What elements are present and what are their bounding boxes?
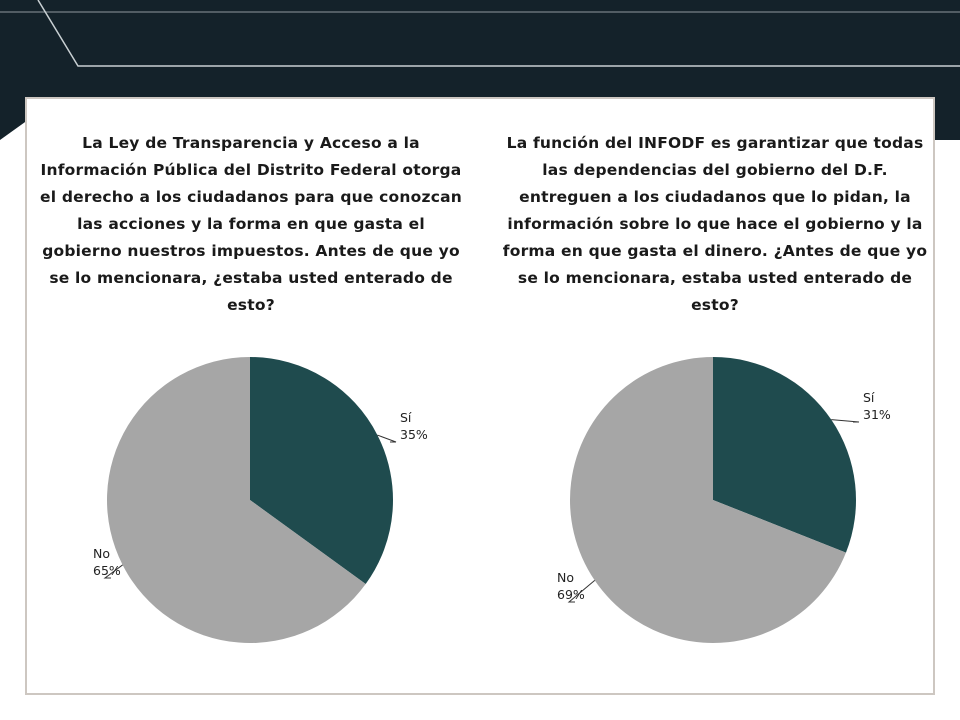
question-left-title: La Ley de Transparencia y Acceso a la In… [40,134,462,314]
pie-slice-no [570,357,846,643]
leader-line-si [831,419,860,423]
pie-chart-right: Sí 31% No 69% [553,340,891,660]
pie-slice-si [250,357,393,585]
slice-label-no: No [93,546,110,561]
slice-value-label-no: 65% [93,563,121,578]
leader-line-si [377,434,397,443]
pie-slice-si [713,357,856,553]
slice-label-si: Sí [400,410,412,425]
pie-slice-no [106,357,366,643]
slice-label-no: No [557,570,574,585]
slice-label-si: Sí [863,390,875,405]
slice-value-label-si: 31% [863,407,891,422]
question-right-title: La función del INFODF es garantizar que … [502,134,928,314]
leader-line-no [567,579,596,603]
header-accent-line [37,0,960,67]
slice-value-label-si: 35% [400,427,428,442]
pie-left-svg: Sí 35% No 65% [93,357,428,643]
leader-line-no [103,564,123,579]
pie-right-svg: Sí 31% No 69% [557,357,891,643]
slice-value-label-no: 69% [557,587,585,602]
pie-chart-left: Sí 35% No 65% [90,340,428,660]
